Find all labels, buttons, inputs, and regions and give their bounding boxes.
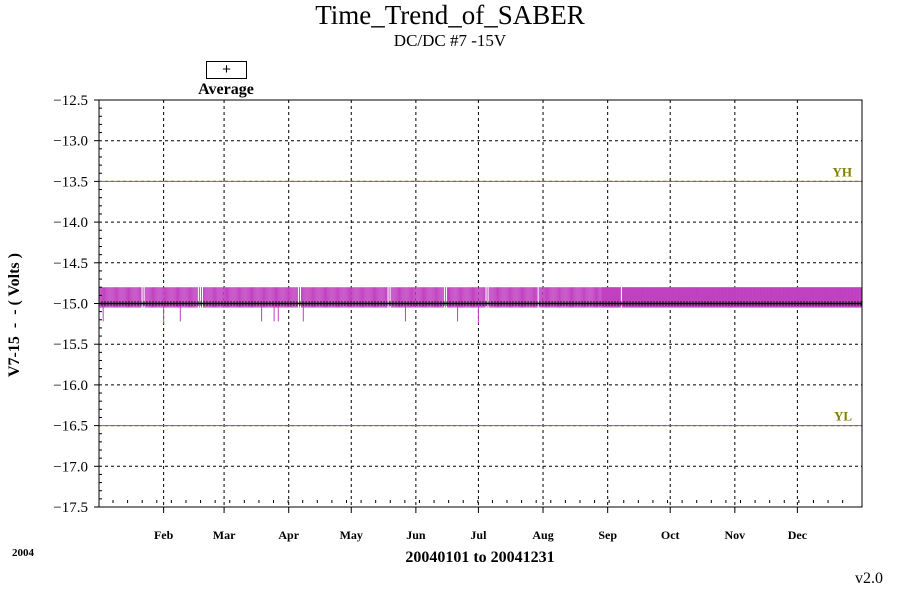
y-tick-label: −12.5 [53,93,88,109]
legend-label: Average [198,81,254,98]
y-tick-label: −16.0 [53,378,88,394]
x-tick-label: Sep [598,528,617,542]
x-tick-label: Jun [406,528,426,542]
x-tick-label: Dec [788,528,808,542]
x-tick-label: Oct [661,528,680,542]
average-layer [99,301,862,306]
limit-layer: YH YL [99,164,862,427]
y-tick-label: −17.5 [53,500,88,516]
x-tick-label: Feb [154,528,174,542]
x-tick-label: Aug [532,528,553,542]
y-tick-label: −15.0 [53,297,88,313]
y-tick-label: −13.5 [53,174,88,190]
chart-title: Time_Trend_of_SABER [315,0,585,30]
x-tick-label: Jul [470,528,487,542]
y-tick-label: −15.5 [53,337,88,353]
x-tick-label: Mar [213,528,236,542]
y-tick-label: −16.5 [53,419,88,435]
limit-label-yh: YH [833,164,853,179]
y-tick-label: −14.5 [53,256,88,272]
legend-symbol: + [206,61,247,79]
x-tick-label: Apr [278,528,299,542]
y-tick-label: −13.0 [53,134,88,150]
y-tick-label: −14.0 [53,215,88,231]
axis-layer: −12.5 −13.0 −13.5 −14.0 −14.5 −15.0 −15.5 −16.0… [53,93,863,542]
limit-label-yl: YL [834,409,852,424]
year-label: 2004 [12,547,34,559]
x-axis-label: 20040101 to 20041231 [405,549,555,566]
chart-subtitle: DC/DC #7 -15V [393,31,507,50]
y-tick-label: −17.0 [53,459,88,475]
x-tick-label: Nov [724,528,745,542]
x-tick-label: May [340,528,363,542]
version-label: v2.0 [855,570,883,587]
